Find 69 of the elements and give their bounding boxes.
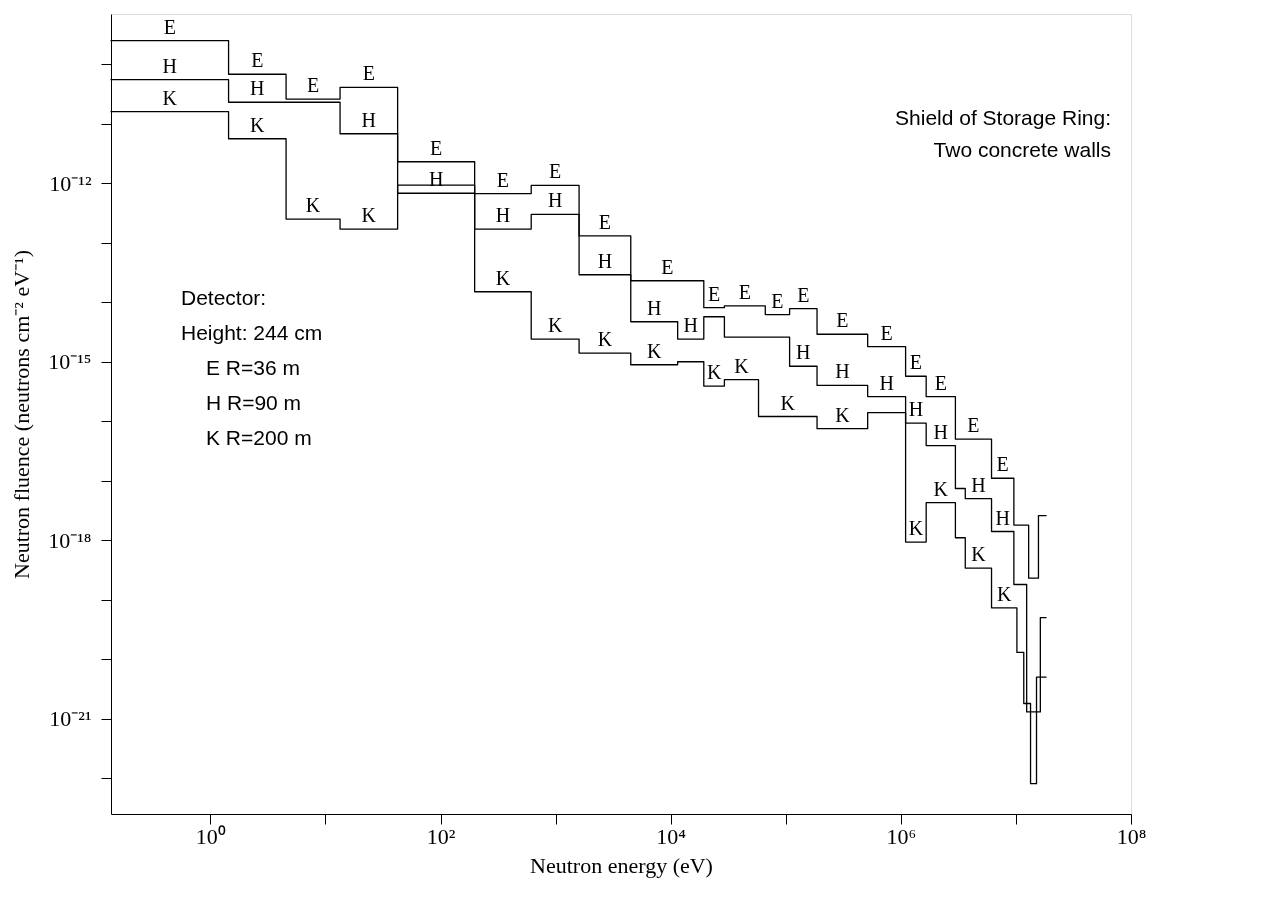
annotation: Shield of Storage Ring: [895, 106, 1111, 129]
text: E [967, 414, 980, 437]
annotation: Height: 244 cm [181, 321, 323, 344]
text: E [549, 160, 562, 183]
text: K [547, 314, 563, 337]
text: E [909, 351, 922, 374]
text: E [797, 283, 810, 306]
text: E [598, 210, 612, 233]
annotation: H R=90 m [206, 391, 302, 414]
text: K [250, 113, 265, 136]
annotation: K R=200 m [206, 426, 312, 449]
text: H [683, 314, 698, 337]
x-axis-title: Neutron energy (eV) [530, 852, 713, 878]
y-tick-label: 10⁻¹⁸ [48, 527, 92, 553]
y-tick-label: 10⁻²¹ [49, 706, 92, 732]
text: E [738, 280, 751, 303]
annotation: Detector: [181, 286, 267, 309]
series-label: K [162, 86, 178, 109]
text: H [361, 108, 377, 131]
text: E [251, 49, 264, 72]
y-tick-label: 10⁻¹⁵ [48, 349, 92, 375]
text: E [496, 168, 510, 191]
text: H [879, 371, 894, 394]
annotation: E R=36 m [206, 356, 300, 379]
text: H [908, 398, 924, 421]
text: E [707, 282, 721, 305]
series-label: E [163, 15, 176, 38]
text: H [646, 296, 662, 319]
y-tick-label: 10⁻¹² [49, 170, 92, 196]
text: H [835, 360, 850, 383]
text: E [430, 136, 443, 159]
text: K [997, 582, 1012, 605]
text: E [306, 74, 320, 97]
text: K [305, 194, 321, 217]
text: K [495, 266, 511, 289]
text: E [836, 309, 849, 332]
x-tick-label: 10⁶ [886, 823, 917, 849]
text: H [428, 168, 444, 191]
y-axis-title: Neutron fluence (neutrons cm⁻² eV⁻¹) [9, 250, 35, 579]
text: E [771, 289, 784, 312]
annotation: Two concrete walls [933, 138, 1111, 161]
text: K [835, 403, 850, 426]
text: E [661, 255, 674, 278]
text: H [495, 204, 511, 227]
text: E [362, 62, 375, 85]
text: K [734, 354, 749, 377]
text: E [880, 321, 893, 344]
x-tick-label: 10⁸ [1116, 823, 1147, 849]
text: K [646, 339, 662, 362]
series-label: H [162, 54, 178, 77]
x-tick-label: 10⁰ [195, 823, 226, 849]
text: K [908, 517, 924, 540]
text: K [971, 543, 986, 566]
text: H [995, 506, 1010, 529]
text: E [996, 453, 1009, 476]
text: H [796, 341, 811, 364]
text: K [780, 391, 796, 414]
x-tick-label: 10⁴ [656, 823, 687, 849]
text: K [706, 361, 722, 384]
text: H [597, 249, 613, 272]
text: K [933, 477, 949, 500]
x-tick-label: 10² [426, 823, 456, 849]
text: H [933, 420, 949, 443]
text: H [547, 189, 563, 212]
text: K [361, 204, 377, 227]
text: H [250, 77, 265, 100]
text: K [597, 328, 613, 351]
text: E [934, 371, 947, 394]
text: H [971, 473, 986, 496]
